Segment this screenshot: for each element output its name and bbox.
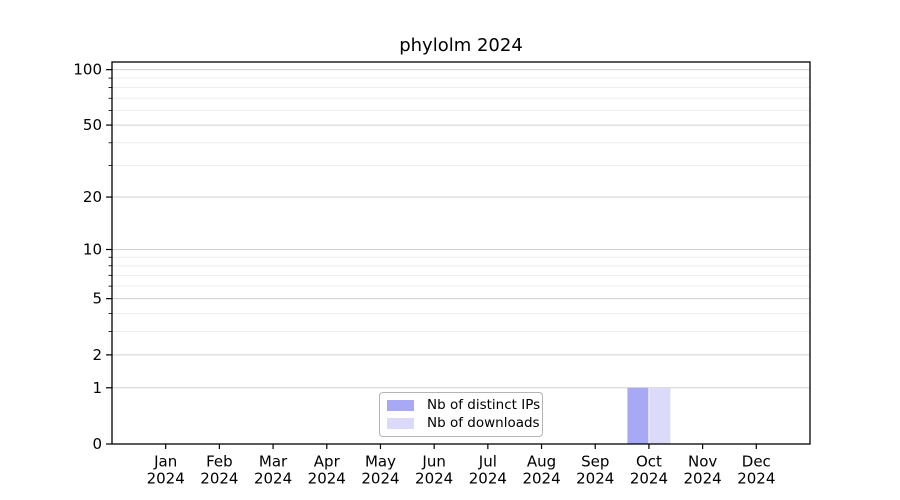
legend-label-downloads: Nb of downloads: [427, 414, 540, 431]
x-tick-year: 2024: [147, 470, 185, 488]
x-tick-month: May: [365, 453, 396, 471]
x-tick-month: Dec: [742, 453, 771, 471]
legend: Nb of distinct IPs Nb of downloads: [379, 392, 543, 437]
y-tick-label: 100: [73, 61, 102, 79]
x-tick-month: Aug: [527, 453, 556, 471]
bar-oct-series1: [649, 387, 671, 444]
plot-frame: [111, 61, 811, 445]
x-tick-month: Nov: [688, 453, 717, 471]
x-tick-month: Sep: [581, 453, 609, 471]
legend-item-distinct-ips: Nb of distinct IPs: [387, 398, 540, 413]
x-tick-year: 2024: [576, 470, 614, 488]
x-tick-year: 2024: [254, 470, 292, 488]
bars: [627, 387, 671, 444]
chart-title: phylolm 2024: [399, 35, 523, 56]
x-tick-month: Oct: [636, 453, 662, 471]
x-tick-year: 2024: [522, 470, 560, 488]
y-gridlines-major: [112, 69, 810, 389]
x-tick-year: 2024: [361, 470, 399, 488]
x-tick-month: Jan: [153, 453, 177, 471]
x-axis-ticks: Jan2024Feb2024Mar2024Apr2024May2024Jun20…: [147, 444, 775, 488]
legend-swatch-distinct-ips: [387, 400, 414, 412]
y-tick-label: 20: [83, 188, 102, 206]
y-tick-label: 10: [83, 241, 102, 259]
y-tick-label: 50: [83, 116, 102, 134]
x-tick-year: 2024: [415, 470, 453, 488]
x-tick-month: Feb: [206, 453, 233, 471]
bar-oct-series0: [627, 387, 649, 444]
x-tick-month: Mar: [259, 453, 288, 471]
y-tick-label: 5: [92, 290, 102, 308]
legend-item-downloads: Nb of downloads: [387, 416, 540, 431]
y-tick-label: 2: [92, 346, 102, 364]
x-tick-year: 2024: [737, 470, 775, 488]
x-tick-year: 2024: [308, 470, 346, 488]
x-tick-month: Jun: [421, 453, 445, 471]
x-tick-year: 2024: [200, 470, 238, 488]
y-tick-label: 1: [92, 379, 102, 397]
legend-swatch-downloads: [387, 417, 414, 429]
y-gridlines-minor: [112, 77, 810, 333]
legend-label-distinct-ips: Nb of distinct IPs: [427, 397, 541, 413]
x-tick-month: Apr: [314, 453, 341, 471]
y-axis-ticks: 0 1 2 5 10 20 50 100: [73, 61, 112, 453]
x-tick-year: 2024: [684, 470, 722, 488]
x-tick-year: 2024: [469, 470, 507, 488]
y-tick-label: 0: [92, 435, 102, 453]
x-tick-year: 2024: [630, 470, 668, 488]
x-tick-month: Jul: [478, 453, 497, 471]
